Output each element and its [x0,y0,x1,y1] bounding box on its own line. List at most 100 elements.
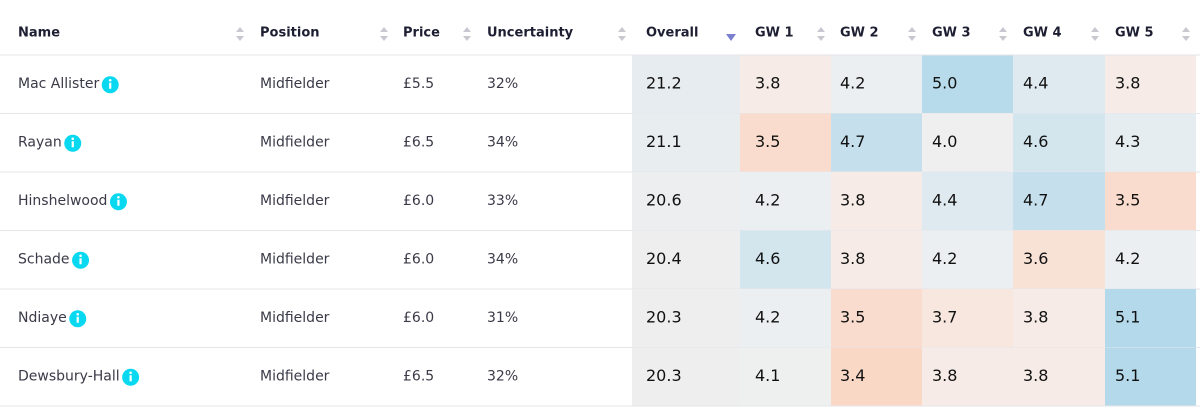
price: £6.0 [403,310,434,326]
gameweek-score: 3.8 [840,249,865,268]
overall-score: 20.3 [646,366,682,385]
gameweek-score: 4.4 [1023,73,1048,92]
column-header[interactable]: Position [260,26,320,41]
gameweek-score: 3.5 [840,307,865,326]
gameweek-score: 5.1 [1115,366,1140,385]
heat-cell [1105,289,1196,348]
gameweek-score: 3.8 [932,366,957,385]
gameweek-score: 3.5 [755,132,780,151]
position: Midfielder [260,76,330,92]
gameweek-score: 5.0 [932,73,957,92]
info-glyph-dot [79,254,82,258]
heat-cell [632,347,740,406]
heat-cell [1013,289,1105,348]
uncertainty: 34% [487,251,518,267]
gameweek-score: 4.1 [755,366,780,385]
info-icon[interactable] [101,76,119,94]
overall-score: 21.1 [646,132,682,151]
player-name: Ndiaye [18,310,67,326]
heat-cell [831,113,922,172]
position: Midfielder [260,368,330,384]
heat-cell [740,55,831,114]
column-header[interactable]: GW 4 [1023,26,1062,41]
player-name: Rayan [18,134,62,150]
sort-arrows [999,27,1007,41]
heat-cell [1013,113,1105,172]
info-glyph-dot [117,195,120,199]
heat-cell [831,55,922,114]
heat-cell [922,289,1013,348]
info-icon[interactable] [64,134,82,152]
heat-cell [632,172,740,231]
heat-cell [831,289,922,348]
heat-cell [1013,55,1105,114]
price: £5.5 [403,76,434,92]
heat-cell [831,230,922,289]
gameweek-score: 4.7 [1023,190,1048,209]
uncertainty: 33% [487,193,518,209]
info-glyph-stem [129,375,132,382]
position: Midfielder [260,193,330,209]
info-glyph-stem [71,141,74,148]
column-header[interactable]: GW 3 [932,26,971,41]
price: £6.5 [403,368,434,384]
price: £6.5 [403,134,434,150]
sort-arrows [380,27,388,41]
heat-cell [922,113,1013,172]
column-header[interactable]: Price [403,26,440,41]
info-icon[interactable] [122,368,140,386]
info-icon[interactable] [109,193,127,211]
heat-cell [831,347,922,406]
overall-score: 20.3 [646,307,682,326]
gameweek-score: 4.4 [932,190,957,209]
heat-cell [922,55,1013,114]
heat-cell [632,113,740,172]
sort-arrows [236,27,244,41]
gameweek-score: 3.8 [1115,73,1140,92]
gameweek-score: 4.2 [755,190,780,209]
heat-cell [740,347,831,406]
info-icon[interactable] [69,310,87,328]
gameweek-score: 3.8 [1023,366,1048,385]
gameweek-score: 4.3 [1115,132,1140,151]
heat-cell [1105,55,1196,114]
gameweek-score: 4.2 [755,307,780,326]
gameweek-score: 3.8 [1023,307,1048,326]
uncertainty: 31% [487,310,518,326]
heat-cell [1013,230,1105,289]
gameweek-score: 4.2 [1115,249,1140,268]
heat-cell [922,230,1013,289]
gameweek-score: 3.4 [840,366,865,385]
gameweek-score: 4.0 [932,132,957,151]
heat-cell [632,230,740,289]
uncertainty: 32% [487,76,518,92]
info-icon[interactable] [72,251,90,269]
gameweek-score: 4.6 [755,249,780,268]
sort-arrows [908,27,916,41]
column-header[interactable]: GW 2 [840,26,879,41]
uncertainty: 32% [487,368,518,384]
column-header[interactable]: GW 1 [755,26,794,41]
info-glyph-stem [109,82,112,89]
heat-cell [1105,172,1196,231]
heat-cell [740,172,831,231]
player-name: Dewsbury-Hall [18,368,120,384]
heat-cell [632,289,740,348]
heat-cell [740,113,831,172]
column-header[interactable]: GW 5 [1115,26,1154,41]
gameweek-score: 4.7 [840,132,865,151]
column-header[interactable]: Overall [646,26,698,41]
sort-arrows [618,27,626,41]
column-header[interactable]: Uncertainty [487,26,574,41]
gameweek-score: 3.5 [1115,190,1140,209]
gameweek-score: 4.6 [1023,132,1048,151]
heat-cell [922,347,1013,406]
column-header[interactable]: Name [18,26,60,41]
info-glyph-stem [76,316,79,323]
price: £6.0 [403,251,434,267]
uncertainty: 34% [487,134,518,150]
overall-score: 21.2 [646,73,682,92]
player-name: Mac Allister [18,76,99,92]
gameweek-score: 3.6 [1023,249,1048,268]
